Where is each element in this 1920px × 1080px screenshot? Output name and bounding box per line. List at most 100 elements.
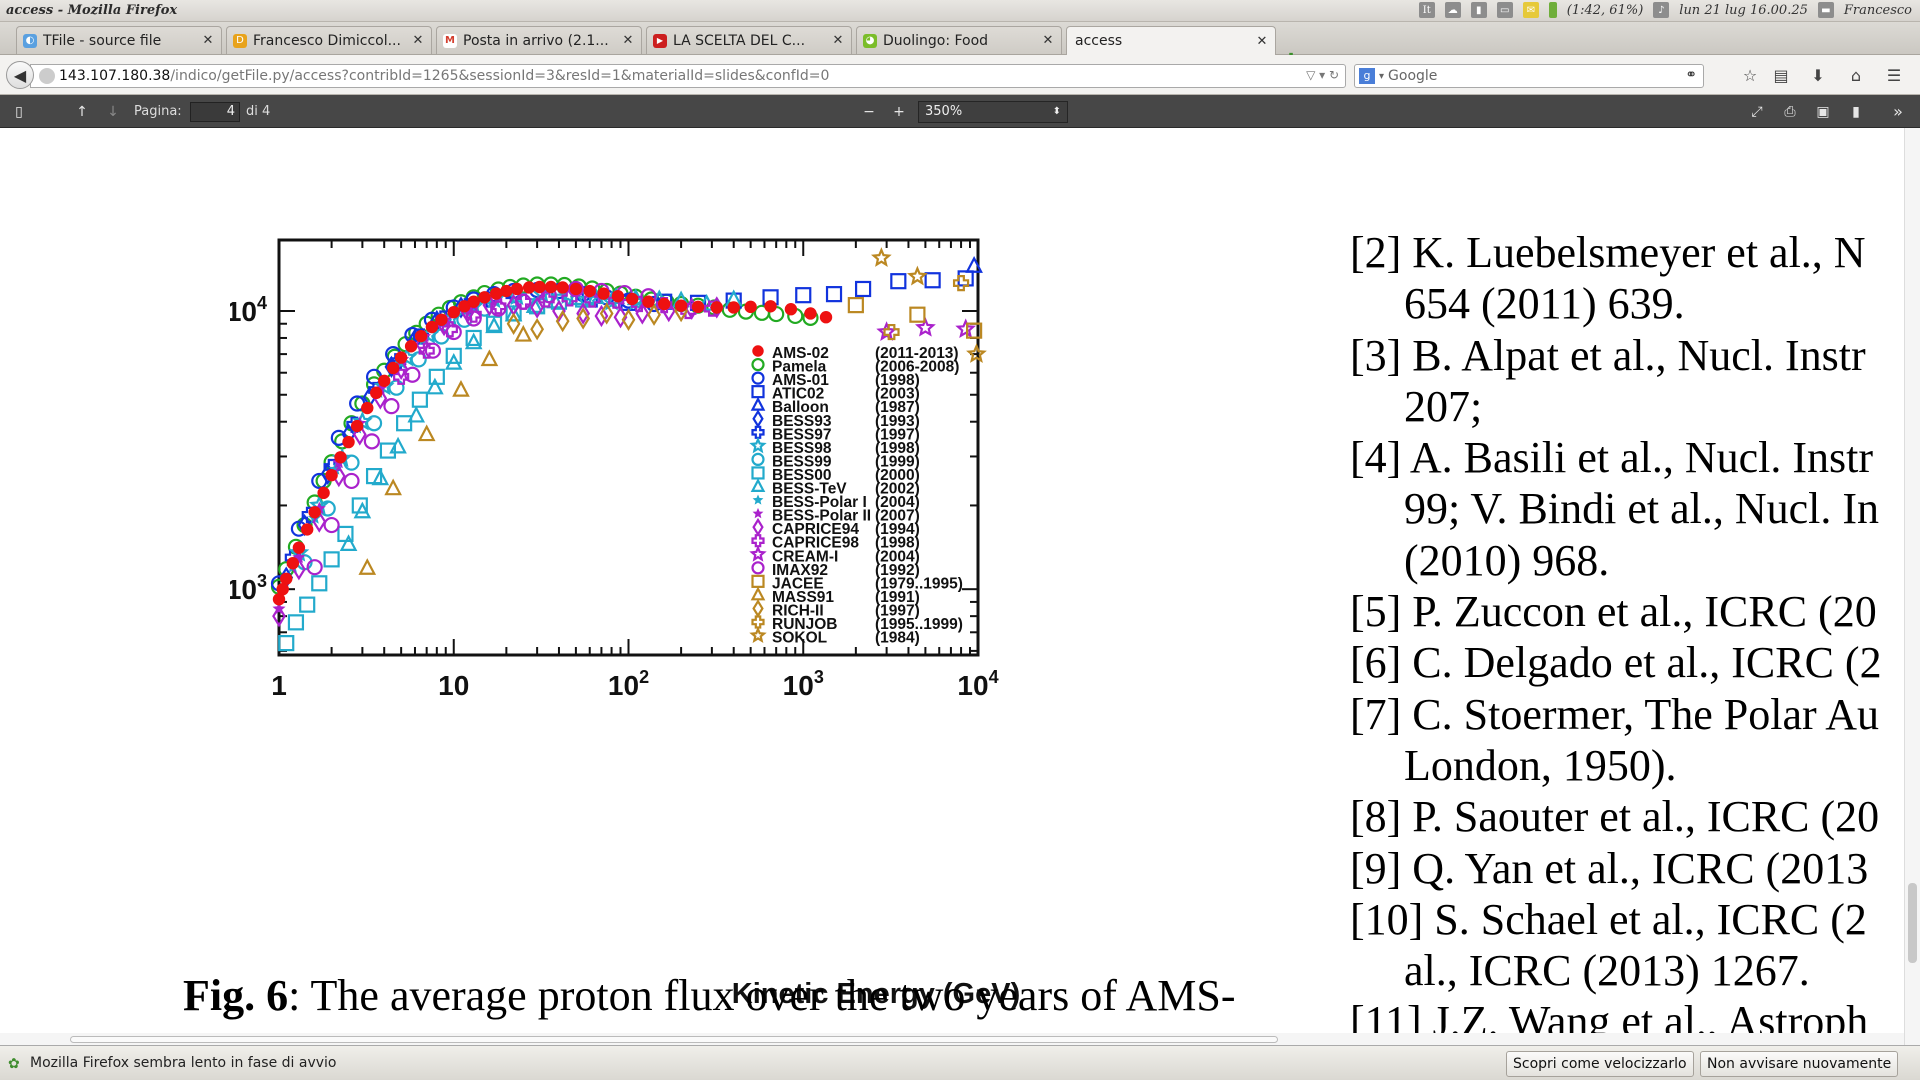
menu-icon[interactable]: ☰ bbox=[1886, 66, 1902, 85]
data-point bbox=[417, 424, 436, 442]
data-point bbox=[555, 309, 570, 333]
legend-years: (1998) bbox=[875, 440, 920, 457]
print-icon[interactable]: ⎙ bbox=[1784, 104, 1796, 120]
horizontal-scrollbar[interactable] bbox=[0, 1033, 1904, 1045]
data-point bbox=[642, 295, 655, 308]
data-point bbox=[854, 280, 872, 298]
data-point bbox=[915, 316, 936, 337]
series-bess00 bbox=[278, 291, 592, 652]
tab-francesco[interactable]: D Francesco Dimiccol... ✕ bbox=[226, 26, 432, 54]
tab-close-icon[interactable]: ✕ bbox=[832, 33, 844, 48]
data-point bbox=[383, 398, 400, 415]
data-point bbox=[955, 318, 976, 338]
tab-tfile[interactable]: ◐ TFile - source file ✕ bbox=[16, 26, 222, 54]
legend-label: Pamela bbox=[772, 359, 827, 376]
home-icon[interactable]: ⌂ bbox=[1850, 66, 1862, 85]
legend-marker bbox=[749, 436, 767, 454]
legend-years: (1993) bbox=[875, 413, 920, 430]
back-button[interactable]: ◀ bbox=[6, 61, 34, 89]
cloud-icon[interactable]: ☁ bbox=[1444, 2, 1461, 18]
data-point bbox=[308, 506, 321, 519]
tab-gmail[interactable]: M Posta in arrivo (2.1... ✕ bbox=[436, 26, 642, 54]
binoculars-icon[interactable]: ⚭ bbox=[1685, 67, 1697, 83]
chevron-down-icon[interactable]: ▾ bbox=[1379, 70, 1385, 82]
zoom-out-button[interactable]: − bbox=[863, 104, 875, 120]
data-point bbox=[370, 386, 383, 400]
clock[interactable]: lun 21 lug 16.00.25 bbox=[1679, 2, 1808, 18]
data-point bbox=[909, 306, 926, 323]
data-point bbox=[317, 486, 330, 500]
zoom-select[interactable]: 350% ⬍ bbox=[918, 101, 1068, 123]
user-icon[interactable]: ▬ bbox=[1817, 2, 1834, 18]
data-point bbox=[452, 379, 470, 397]
bookmark-star-icon[interactable]: ☆ bbox=[1742, 66, 1758, 85]
legend-marker bbox=[751, 466, 765, 480]
site-identity-icon[interactable] bbox=[39, 68, 55, 84]
battery-icon[interactable] bbox=[1548, 2, 1557, 18]
bookmark-icon[interactable]: ▮ bbox=[1852, 104, 1860, 120]
data-point bbox=[490, 298, 507, 315]
data-point bbox=[464, 332, 483, 350]
legend-years: (1995..1999) bbox=[875, 616, 963, 633]
caption-label: Fig. 6 bbox=[183, 971, 289, 1020]
sidebar-toggle-icon[interactable]: ▯ bbox=[15, 104, 23, 120]
data-point bbox=[552, 299, 566, 323]
user-name[interactable]: Francesco bbox=[1843, 2, 1912, 18]
url-bar[interactable]: 143.107.180.38/indico/getFile.py/access?… bbox=[30, 64, 1346, 88]
data-point bbox=[404, 340, 418, 353]
data-point bbox=[363, 433, 380, 450]
tab-close-icon[interactable]: ✕ bbox=[622, 33, 634, 48]
search-engine-icon[interactable]: g bbox=[1359, 68, 1375, 84]
display-icon[interactable]: ▭ bbox=[1496, 2, 1513, 18]
data-point bbox=[871, 247, 892, 267]
x-axis-title: Kinetic Energy (GeV) bbox=[732, 978, 1020, 1010]
download-icon[interactable]: ▣ bbox=[1816, 104, 1830, 120]
data-point bbox=[583, 284, 596, 298]
y-tick-label: 103 bbox=[230, 571, 267, 605]
data-point bbox=[952, 274, 970, 292]
zoom-in-button[interactable]: + bbox=[893, 104, 905, 120]
keyboard-layout-icon[interactable]: It bbox=[1418, 2, 1435, 18]
tab-youtube[interactable]: ▶ LA SCELTA DEL C... ✕ bbox=[646, 26, 852, 54]
dont-show-again-button[interactable]: Non avvisare nuovamente bbox=[1700, 1051, 1899, 1077]
page-number-input[interactable]: 4 bbox=[190, 102, 240, 122]
mail-notification-icon[interactable]: ✉ bbox=[1522, 2, 1539, 18]
learn-speedup-button[interactable]: Scopri come velocizzarlo bbox=[1506, 1051, 1694, 1077]
url-dropdown-reload-icons[interactable]: ▽ ▾ ↻ bbox=[1306, 68, 1339, 82]
horizontal-scrollbar-thumb[interactable] bbox=[70, 1036, 1278, 1043]
next-page-icon[interactable]: ↓ bbox=[107, 104, 119, 120]
reading-list-icon[interactable]: ▤ bbox=[1773, 66, 1789, 85]
data-point bbox=[691, 300, 705, 314]
data-point bbox=[504, 304, 523, 322]
volume-icon[interactable]: ♪ bbox=[1653, 2, 1670, 18]
tab-label: access bbox=[1075, 33, 1123, 49]
network-signal-icon[interactable]: ▮ bbox=[1470, 2, 1487, 18]
tab-access[interactable]: access ✕ bbox=[1066, 26, 1276, 55]
data-point bbox=[647, 303, 661, 326]
legend-marker bbox=[751, 357, 765, 372]
presentation-mode-icon[interactable]: ⤢ bbox=[1751, 104, 1763, 120]
tab-duolingo[interactable]: ◕ Duolingo: Food ✕ bbox=[856, 26, 1062, 54]
tab-close-icon[interactable]: ✕ bbox=[1256, 33, 1268, 49]
pdf-document-view: 1 10 102 103 104 103 104 AMS-02 (2011-2013) Pame… bbox=[0, 128, 1920, 1045]
legend-years: (2011-2013) bbox=[875, 345, 959, 362]
data-point bbox=[819, 311, 833, 324]
legend-marker bbox=[750, 396, 766, 411]
legend-years: (2007) bbox=[875, 508, 920, 525]
downloads-icon[interactable]: ⬇ bbox=[1811, 66, 1825, 85]
data-point bbox=[764, 300, 777, 313]
legend-marker bbox=[750, 478, 766, 492]
legend-label: BESS00 bbox=[772, 467, 831, 484]
vertical-scrollbar-thumb[interactable] bbox=[1908, 883, 1917, 963]
tab-close-icon[interactable]: ✕ bbox=[412, 33, 424, 48]
data-point bbox=[394, 351, 408, 364]
tab-close-icon[interactable]: ✕ bbox=[202, 33, 214, 48]
tab-close-icon[interactable]: ✕ bbox=[1042, 33, 1054, 48]
search-bar[interactable]: g ▾ Google ⚭ bbox=[1354, 64, 1704, 88]
data-point bbox=[306, 559, 323, 576]
tools-icon[interactable]: » bbox=[1893, 102, 1903, 121]
data-point bbox=[584, 291, 601, 308]
vertical-scrollbar[interactable] bbox=[1904, 128, 1920, 1045]
previous-page-icon[interactable]: ↑ bbox=[76, 104, 88, 120]
x-tick-label: 104 bbox=[957, 667, 998, 701]
